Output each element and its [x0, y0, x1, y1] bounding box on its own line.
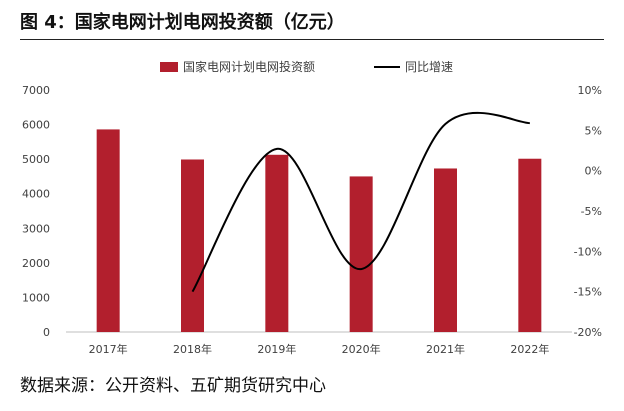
legend-bar-label: 国家电网计划电网投资额 [183, 59, 315, 74]
y-left-tick-label: 7000 [22, 84, 50, 97]
x-tick-label: 2019年 [257, 342, 296, 356]
chart-area: 0 1000 2000 3000 4000 5000 6000 7000 -20% -15% -10… [0, 42, 624, 364]
x-tick-label: 2020年 [342, 342, 381, 356]
y-right-tick-label: 5% [585, 124, 602, 137]
bar [349, 176, 373, 332]
growth-line [191, 111, 530, 293]
y-left-tick-label: 3000 [22, 222, 50, 235]
x-tick-label: 2018年 [173, 342, 212, 356]
y-left-tick-label: 1000 [22, 291, 50, 304]
y-left-tick-label: 6000 [22, 119, 50, 132]
y-left-tick-label: 5000 [22, 153, 50, 166]
y-right-tick-label: 0% [585, 165, 602, 178]
bar [434, 168, 457, 332]
y-right-tick-label: -5% [581, 205, 602, 218]
y-right-tick-label: -15% [574, 286, 602, 299]
figure-title: 图 4：国家电网计划电网投资额（亿元） [20, 12, 345, 33]
source-note: 数据来源：公开资料、五矿期货研究中心 [20, 376, 326, 396]
legend-bar-swatch [160, 62, 178, 72]
y-left-tick-label: 2000 [22, 257, 50, 270]
bar [181, 159, 204, 332]
y-left-tick-label: 0 [43, 326, 50, 339]
y-right-tick-label: 10% [578, 84, 602, 97]
legend-line-label: 同比增速 [405, 60, 453, 74]
x-tick-label: 2017年 [89, 342, 128, 356]
x-tick-label: 2021年 [426, 342, 465, 356]
x-tick-label: 2022年 [510, 342, 549, 356]
bar [518, 158, 542, 332]
y-right-tick-label: -10% [574, 245, 602, 258]
y-right-tick-label: -20% [574, 326, 602, 339]
title-divider [20, 39, 604, 40]
bar [265, 154, 289, 332]
chart-svg: 0 1000 2000 3000 4000 5000 6000 7000 -20% -15% -10… [22, 59, 602, 356]
y-left-tick-label: 4000 [22, 188, 50, 201]
bar [96, 129, 120, 332]
